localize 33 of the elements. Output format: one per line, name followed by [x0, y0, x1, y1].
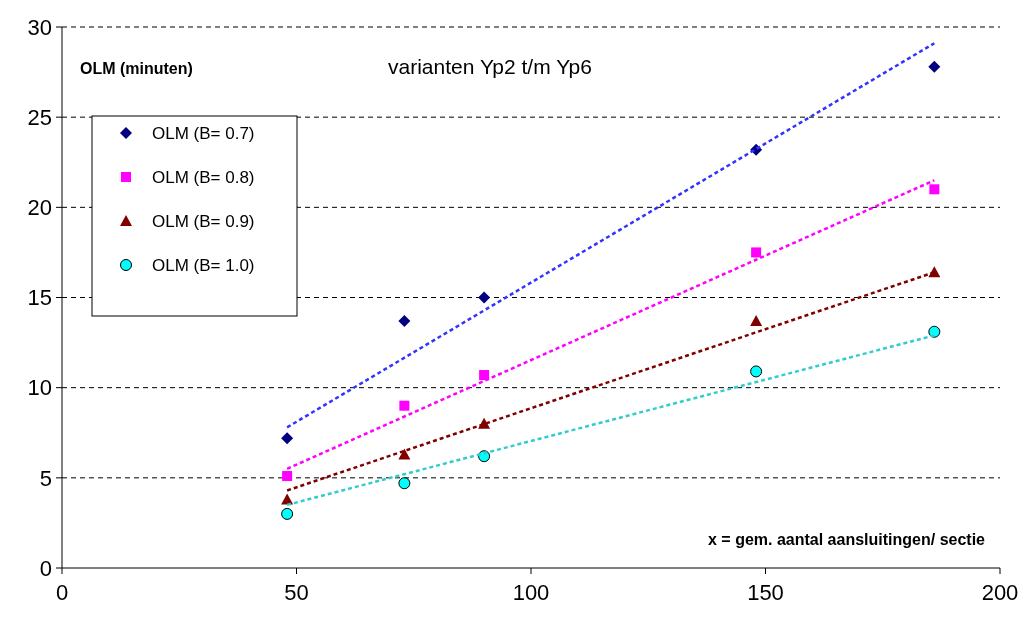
point	[398, 314, 411, 327]
point	[928, 325, 941, 338]
y-tick-label: 25	[27, 104, 52, 130]
point	[399, 400, 410, 411]
point	[750, 314, 763, 326]
point	[750, 365, 763, 378]
y-tick-label: 30	[27, 14, 52, 40]
x-tick-label: 100	[512, 580, 550, 605]
x-tick-label: 0	[55, 580, 69, 605]
point	[398, 477, 411, 490]
x-tick-label: 50	[284, 580, 309, 605]
point	[751, 247, 762, 258]
point	[281, 432, 294, 445]
y-tick-label: 15	[27, 285, 52, 311]
point	[929, 184, 940, 195]
point	[281, 507, 294, 520]
legend-label: OLM (B= 0.7)	[152, 123, 255, 143]
text: varianten Yp2 t/m Yp6	[388, 55, 592, 78]
legend-label: OLM (B= 0.9)	[152, 211, 255, 231]
y-tick-label: 5	[39, 465, 52, 491]
y-axis-title: OLM (minuten)	[80, 60, 193, 77]
point	[478, 291, 491, 304]
x-tick-label: 200	[981, 580, 1019, 605]
y-tick-label: 20	[27, 195, 52, 221]
legend-label: OLM (B= 1.0)	[152, 255, 255, 275]
point	[479, 370, 490, 381]
x-tick-label: 150	[747, 580, 784, 605]
x-axis-title: x = gem. aantal aansluitingen/ sectie	[708, 531, 986, 548]
y-tick-label: 0	[39, 555, 52, 581]
point	[282, 471, 293, 482]
point	[928, 60, 941, 73]
y-tick-label: 10	[27, 375, 52, 401]
legend-label: OLM (B= 0.8)	[152, 167, 255, 187]
